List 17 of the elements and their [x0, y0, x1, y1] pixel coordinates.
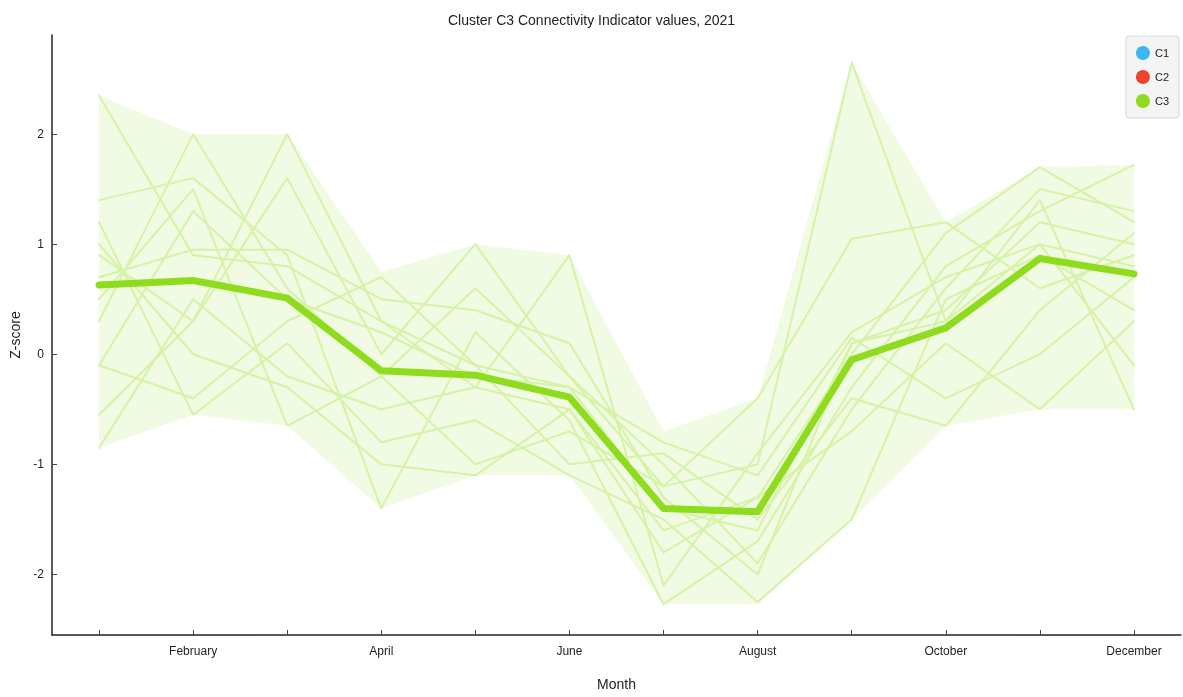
y-tick-label: -1 [33, 457, 45, 472]
chart-title: Cluster C3 Connectivity Indicator values, 2021 [447, 12, 736, 28]
y-tick-label: 2 [37, 127, 45, 142]
legend-label: C1 [1154, 47, 1169, 59]
y-tick-label: -2 [33, 567, 45, 582]
x-axis-title: Month [597, 676, 636, 692]
x-tick-label: February [169, 644, 218, 658]
x-tick-label: October [924, 644, 968, 658]
y-axis-title: Z-score [7, 311, 23, 359]
x-tick-label: December [1106, 644, 1162, 658]
y-tick-label: 1 [37, 237, 45, 252]
legend-label: C3 [1154, 95, 1169, 107]
x-tick-label: June [556, 644, 583, 658]
legend-label: C2 [1154, 71, 1169, 83]
x-tick-label: August [738, 644, 777, 658]
y-tick-label: 0 [37, 347, 45, 362]
x-tick-label: April [369, 644, 394, 658]
